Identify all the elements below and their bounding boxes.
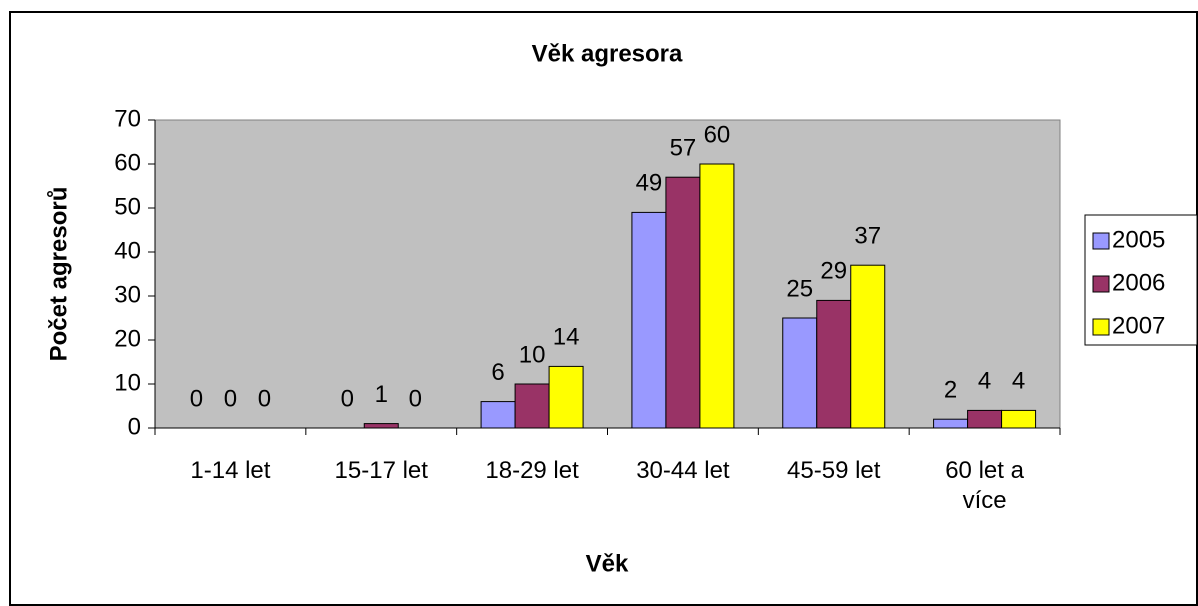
bar	[548, 365, 584, 429]
value-label: 60	[704, 121, 731, 148]
value-label: 25	[786, 275, 813, 302]
bar	[699, 163, 735, 429]
value-label: 1	[375, 381, 388, 408]
y-tick-label: 30	[114, 281, 141, 308]
bar	[782, 317, 818, 429]
y-tick-label: 50	[114, 193, 141, 220]
bar	[514, 383, 550, 429]
y-tick-label: 40	[114, 237, 141, 264]
x-tick-label: 1-14 let	[190, 457, 271, 484]
value-label: 0	[224, 385, 237, 412]
bar	[1001, 409, 1037, 429]
value-label: 4	[1012, 368, 1025, 395]
value-label: 6	[491, 359, 504, 386]
bar	[665, 176, 701, 429]
bar	[933, 418, 969, 429]
value-label: 29	[820, 258, 847, 285]
x-tick-label: 60 let a více	[945, 457, 1024, 514]
x-tick-label: 18-29 let	[485, 457, 579, 484]
value-label: 0	[409, 385, 422, 412]
x-axis-title: Věk	[586, 550, 629, 577]
legend-swatch	[1092, 232, 1110, 250]
y-tick-label: 20	[114, 325, 141, 352]
chart-title: Věk agresora	[532, 40, 683, 67]
value-label: 57	[670, 135, 697, 162]
value-label: 0	[258, 385, 271, 412]
y-tick-label: 60	[114, 149, 141, 176]
value-label: 0	[190, 385, 203, 412]
x-tick-label: 15-17 let	[334, 457, 428, 484]
bar	[363, 423, 399, 429]
legend-swatch	[1092, 318, 1110, 336]
y-tick-label: 70	[114, 105, 141, 132]
value-label: 2	[944, 377, 957, 404]
legend-label: 2006	[1112, 269, 1165, 296]
value-label: 49	[636, 170, 663, 197]
bar	[631, 211, 667, 429]
value-label: 37	[854, 223, 881, 250]
bar	[816, 299, 852, 429]
value-label: 14	[553, 324, 580, 351]
plot-area	[154, 119, 1061, 429]
value-label: 4	[978, 368, 991, 395]
value-label: 0	[341, 385, 354, 412]
x-tick-label: 30-44 let	[636, 457, 730, 484]
y-tick-label: 0	[128, 413, 141, 440]
value-label: 10	[519, 341, 546, 368]
bar	[850, 264, 886, 429]
legend-swatch	[1092, 275, 1110, 293]
y-axis-title: Počet agresorů	[45, 187, 72, 362]
x-tick-label: 45-59 let	[787, 457, 881, 484]
bar	[480, 401, 516, 429]
legend-label: 2007	[1112, 312, 1165, 339]
y-tick-label: 10	[114, 369, 141, 396]
bar	[967, 409, 1003, 429]
legend-label: 2005	[1112, 226, 1165, 253]
